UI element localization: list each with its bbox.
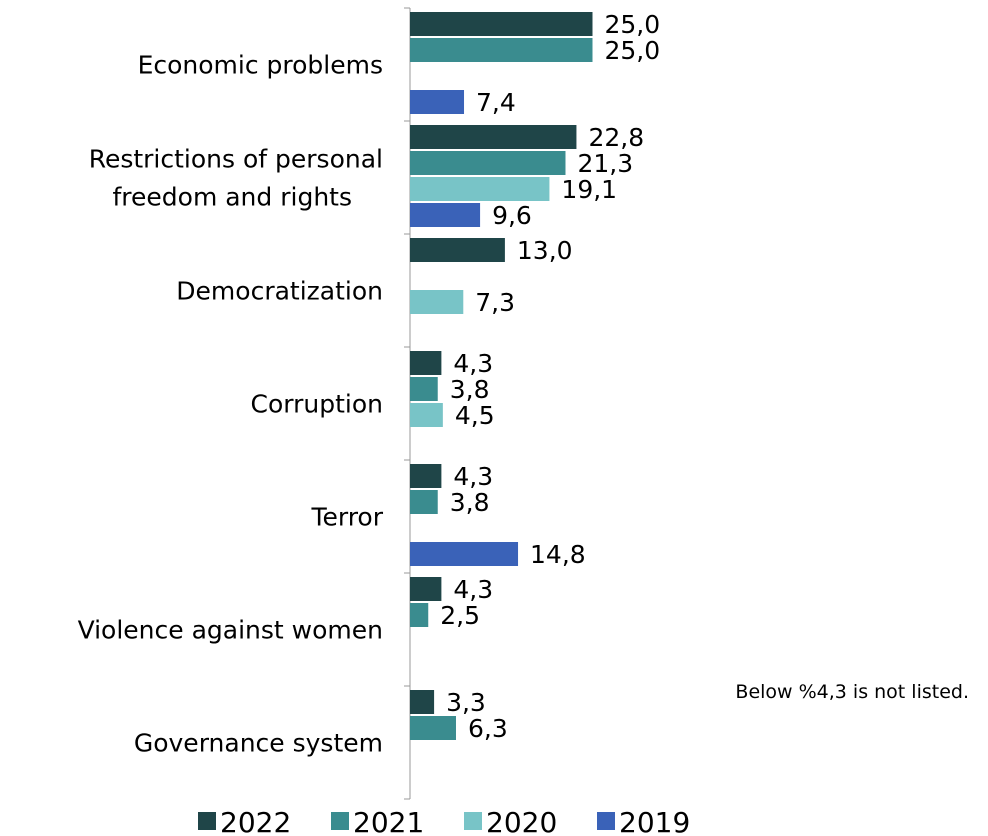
- category-labels-layer: Economic problems Restrictions of persona…: [78, 51, 384, 758]
- value-label-2022-3: 4,3: [453, 349, 493, 378]
- value-label-2019-1: 9,6: [492, 201, 532, 230]
- bar-2021-0: [410, 38, 593, 62]
- value-label-2019-0: 7,4: [476, 88, 516, 117]
- value-label-2022-4: 4,3: [453, 462, 493, 491]
- bar-2022-6: [410, 690, 435, 714]
- category-label-0: Economic problems: [138, 51, 383, 80]
- value-label-2022-1: 22,8: [588, 123, 644, 152]
- bar-2022-4: [410, 464, 442, 488]
- legend-swatch-2020: [464, 812, 482, 830]
- legend-label-2019: 2019: [619, 806, 690, 836]
- bar-2022-3: [410, 351, 442, 375]
- bar-2022-5: [410, 577, 442, 601]
- legend-swatch-2022: [198, 812, 216, 830]
- value-label-2020-1: 19,1: [561, 175, 617, 204]
- category-label-1: Restrictions of personal freedom and righ…: [89, 145, 383, 212]
- value-labels-layer: 25,025,07,422,821,319,19,613,07,34,33,84…: [440, 10, 660, 743]
- value-label-2022-6: 3,3: [446, 688, 486, 717]
- value-label-2021-5: 2,5: [440, 601, 480, 630]
- category-label-3: Corruption: [251, 390, 383, 419]
- legend-swatch-2021: [331, 812, 349, 830]
- bar-2022-0: [410, 12, 593, 36]
- value-label-2021-1: 21,3: [577, 149, 633, 178]
- value-label-2020-2: 7,3: [475, 288, 515, 317]
- bar-2021-5: [410, 603, 429, 627]
- bar-2021-3: [410, 377, 438, 401]
- bar-2019-1: [410, 203, 481, 227]
- bar-2019-0: [410, 90, 465, 114]
- value-label-2021-4: 3,8: [450, 488, 490, 517]
- value-label-2021-6: 6,3: [468, 714, 508, 743]
- bar-2022-1: [410, 125, 577, 149]
- value-label-2021-0: 25,0: [605, 36, 661, 65]
- bar-2020-3: [410, 403, 443, 427]
- bar-2021-6: [410, 716, 456, 740]
- bar-2020-2: [410, 290, 464, 314]
- category-label-line: freedom and rights: [112, 183, 352, 212]
- value-label-2021-3: 3,8: [450, 375, 490, 404]
- bar-2020-1: [410, 177, 550, 201]
- category-label-5: Violence against women: [78, 616, 383, 645]
- legend-label-2021: 2021: [353, 806, 424, 836]
- bar-2021-4: [410, 490, 438, 514]
- category-label-4: Terror: [310, 503, 383, 532]
- legend-swatch-2019: [597, 812, 615, 830]
- category-label-2: Democratization: [176, 277, 383, 306]
- axis-layer: [404, 7, 411, 800]
- value-label-2020-3: 4,5: [455, 401, 495, 430]
- value-label-2022-5: 4,3: [453, 575, 493, 604]
- bars-layer: [410, 12, 593, 740]
- value-label-2022-2: 13,0: [517, 236, 573, 265]
- bar-2019-4: [410, 542, 519, 566]
- legend-label-2020: 2020: [486, 806, 557, 836]
- category-label-6: Governance system: [134, 729, 383, 758]
- value-label-2022-0: 25,0: [605, 10, 661, 39]
- category-label-line: Restrictions of personal: [89, 145, 383, 174]
- bar-2021-1: [410, 151, 566, 175]
- value-label-2019-4: 14,8: [530, 540, 586, 569]
- legend-label-2022: 2022: [220, 806, 291, 836]
- legend: 2022 2021 2020 2019: [198, 806, 690, 836]
- bar-2022-2: [410, 238, 505, 262]
- annotation-note: Below %4,3 is not listed.: [735, 681, 969, 703]
